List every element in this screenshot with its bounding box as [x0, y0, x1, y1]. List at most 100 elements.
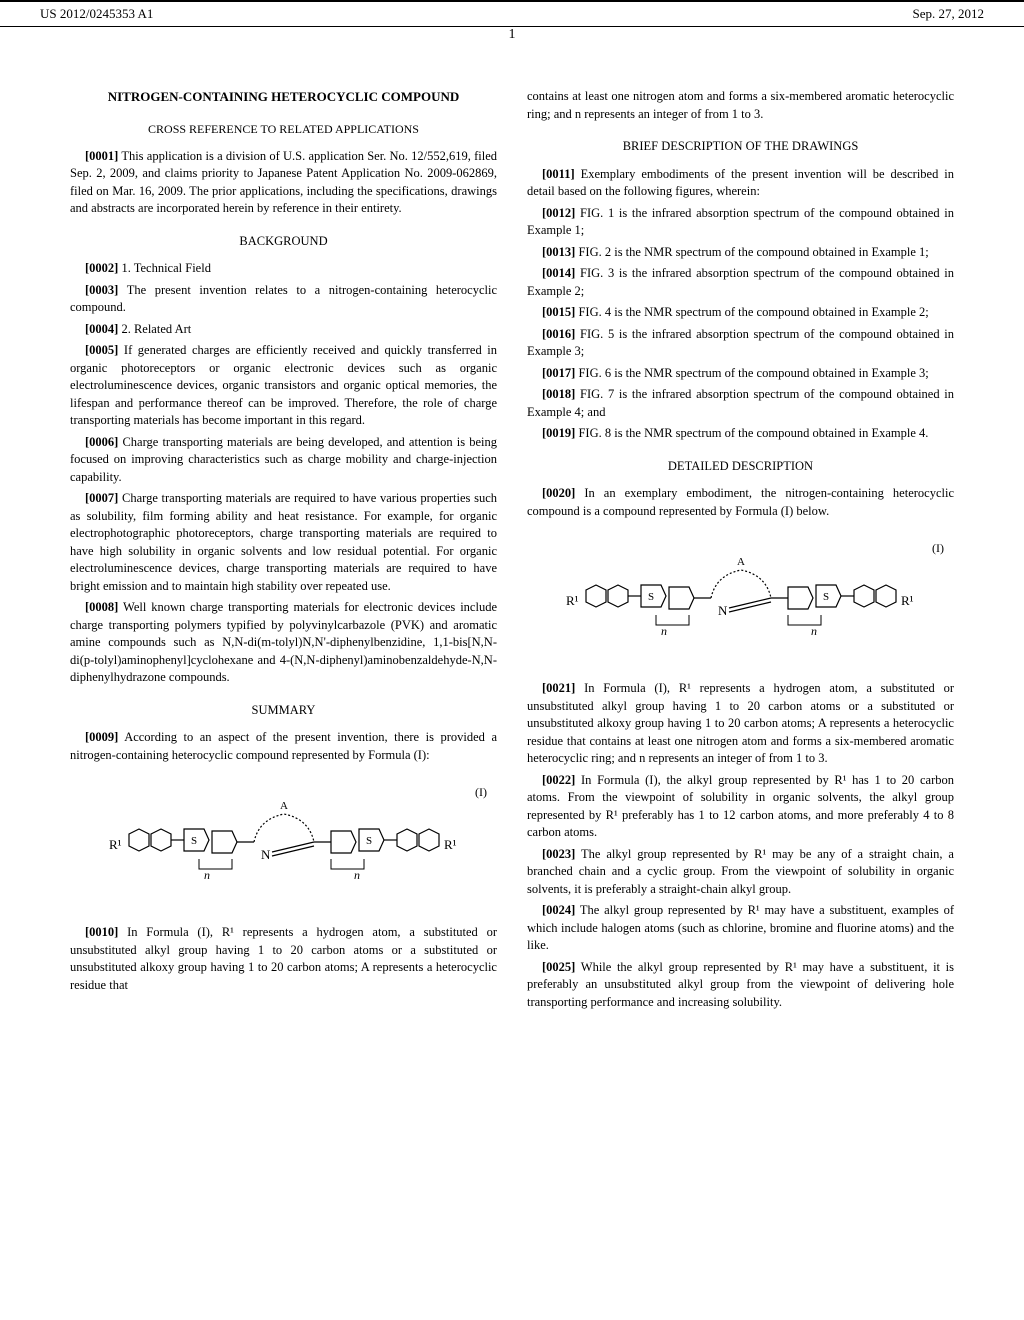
para-0009: [0009] According to an aspect of the pre…: [70, 729, 497, 764]
para-0012: [0012] FIG. 1 is the infrared absorption…: [527, 205, 954, 240]
para-0008: [0008] Well known charge transporting ma…: [70, 599, 497, 687]
drawings-heading: BRIEF DESCRIPTION OF THE DRAWINGS: [527, 138, 954, 156]
para-num: [0008]: [85, 600, 118, 614]
para-text: 2. Related Art: [121, 322, 191, 336]
para-num: [0020]: [542, 486, 575, 500]
svg-text:n: n: [661, 624, 667, 638]
formula-1-figure: (I) R¹ S n N A: [70, 784, 497, 904]
para-0001: [0001] This application is a division of…: [70, 148, 497, 218]
para-num: [0021]: [542, 681, 575, 695]
para-num: [0013]: [542, 245, 575, 259]
formula-2-figure: (I) R¹ S n N A: [527, 540, 954, 660]
para-text: In Formula (I), R¹ represents a hydrogen…: [527, 681, 954, 765]
svg-text:n: n: [204, 868, 210, 882]
para-0014: [0014] FIG. 3 is the infrared absorption…: [527, 265, 954, 300]
para-num: [0010]: [85, 925, 118, 939]
svg-text:N: N: [261, 847, 271, 862]
patent-number: US 2012/0245353 A1: [40, 6, 153, 22]
para-text: While the alkyl group represented by R¹ …: [527, 960, 954, 1009]
svg-text:n: n: [811, 624, 817, 638]
para-text: In Formula (I), R¹ represents a hydrogen…: [70, 925, 497, 992]
svg-text:R¹: R¹: [901, 593, 914, 608]
page-number: 1: [0, 27, 1024, 43]
left-column: NITROGEN-CONTAINING HETEROCYCLIC COMPOUN…: [70, 88, 497, 1015]
para-0005: [0005] If generated charges are efficien…: [70, 342, 497, 430]
para-text: If generated charges are efficiently rec…: [70, 343, 497, 427]
para-text: Exemplary embodiments of the present inv…: [527, 167, 954, 199]
para-num: [0005]: [85, 343, 118, 357]
para-0017: [0017] FIG. 6 is the NMR spectrum of the…: [527, 365, 954, 383]
svg-text:A: A: [280, 800, 288, 812]
para-text: According to an aspect of the present in…: [70, 730, 497, 762]
para-num: [0024]: [542, 903, 575, 917]
summary-heading: SUMMARY: [70, 702, 497, 720]
svg-text:S: S: [191, 835, 197, 847]
para-num: [0007]: [85, 491, 118, 505]
para-num: [0011]: [542, 167, 575, 181]
page-body: NITROGEN-CONTAINING HETEROCYCLIC COMPOUN…: [0, 68, 1024, 1035]
para-text: FIG. 8 is the NMR spectrum of the compou…: [578, 426, 928, 440]
para-num: [0004]: [85, 322, 118, 336]
para-text: FIG. 5 is the infrared absorption spectr…: [527, 327, 954, 359]
para-num: [0014]: [542, 266, 575, 280]
para-0019: [0019] FIG. 8 is the NMR spectrum of the…: [527, 425, 954, 443]
para-num: [0025]: [542, 960, 575, 974]
para-0013: [0013] FIG. 2 is the NMR spectrum of the…: [527, 244, 954, 262]
cross-ref-heading: CROSS REFERENCE TO RELATED APPLICATIONS: [70, 121, 497, 138]
para-text: The present invention relates to a nitro…: [70, 283, 497, 315]
formula-1-label: (I): [475, 784, 487, 801]
svg-text:S: S: [823, 591, 829, 603]
para-text: In an exemplary embodiment, the nitrogen…: [527, 486, 954, 518]
para-0021: [0021] In Formula (I), R¹ represents a h…: [527, 680, 954, 768]
para-text: FIG. 3 is the infrared absorption spectr…: [527, 266, 954, 298]
para-num: [0022]: [542, 773, 575, 787]
para-text: FIG. 6 is the NMR spectrum of the compou…: [578, 366, 928, 380]
para-text: The alkyl group represented by R¹ may be…: [527, 847, 954, 896]
patent-header: US 2012/0245353 A1 Sep. 27, 2012: [0, 0, 1024, 27]
para-0025: [0025] While the alkyl group represented…: [527, 959, 954, 1012]
para-num: [0006]: [85, 435, 118, 449]
para-num: [0012]: [542, 206, 575, 220]
detailed-description-heading: DETAILED DESCRIPTION: [527, 458, 954, 476]
para-text: FIG. 4 is the NMR spectrum of the compou…: [578, 305, 928, 319]
para-num: [0015]: [542, 305, 575, 319]
para-0010: [0010] In Formula (I), R¹ represents a h…: [70, 924, 497, 994]
para-text: The alkyl group represented by R¹ may ha…: [527, 903, 954, 952]
para-0016: [0016] FIG. 5 is the infrared absorption…: [527, 326, 954, 361]
para-text: 1. Technical Field: [121, 261, 211, 275]
para-text: In Formula (I), the alkyl group represen…: [527, 773, 954, 840]
para-0003: [0003] The present invention relates to …: [70, 282, 497, 317]
para-num: [0009]: [85, 730, 118, 744]
patent-date: Sep. 27, 2012: [913, 6, 985, 22]
formula-2-label: (I): [932, 540, 944, 557]
svg-text:S: S: [366, 835, 372, 847]
para-0023: [0023] The alkyl group represented by R¹…: [527, 846, 954, 899]
para-0024: [0024] The alkyl group represented by R¹…: [527, 902, 954, 955]
document-title: NITROGEN-CONTAINING HETEROCYCLIC COMPOUN…: [70, 88, 497, 106]
para-text: Charge transporting materials are requir…: [70, 491, 497, 593]
para-text: This application is a division of U.S. a…: [70, 149, 497, 216]
svg-text:N: N: [718, 603, 728, 618]
para-num: [0003]: [85, 283, 118, 297]
right-column: contains at least one nitrogen atom and …: [527, 88, 954, 1015]
svg-text:S: S: [648, 591, 654, 603]
para-0020: [0020] In an exemplary embodiment, the n…: [527, 485, 954, 520]
para-num: [0017]: [542, 366, 575, 380]
para-0002: [0002] 1. Technical Field: [70, 260, 497, 278]
svg-text:n: n: [354, 868, 360, 882]
chemical-structure-icon: R¹ S n N A: [104, 784, 464, 904]
para-0004: [0004] 2. Related Art: [70, 321, 497, 339]
para-num: [0016]: [542, 327, 575, 341]
svg-text:R¹: R¹: [444, 837, 457, 852]
para-text: FIG. 2 is the NMR spectrum of the compou…: [578, 245, 928, 259]
chemical-structure-icon: R¹ S n N A: [561, 540, 921, 660]
para-text: FIG. 7 is the infrared absorption spectr…: [527, 387, 954, 419]
svg-text:A: A: [737, 556, 745, 568]
para-num: [0019]: [542, 426, 575, 440]
para-0006: [0006] Charge transporting materials are…: [70, 434, 497, 487]
para-num: [0001]: [85, 149, 118, 163]
para-0018: [0018] FIG. 7 is the infrared absorption…: [527, 386, 954, 421]
svg-text:R¹: R¹: [566, 593, 579, 608]
para-text: FIG. 1 is the infrared absorption spectr…: [527, 206, 954, 238]
para-0007: [0007] Charge transporting materials are…: [70, 490, 497, 595]
